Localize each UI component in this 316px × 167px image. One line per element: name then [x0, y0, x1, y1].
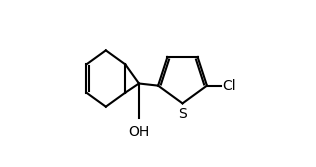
Text: Cl: Cl: [222, 79, 236, 93]
Text: OH: OH: [128, 125, 149, 139]
Text: S: S: [178, 107, 187, 121]
